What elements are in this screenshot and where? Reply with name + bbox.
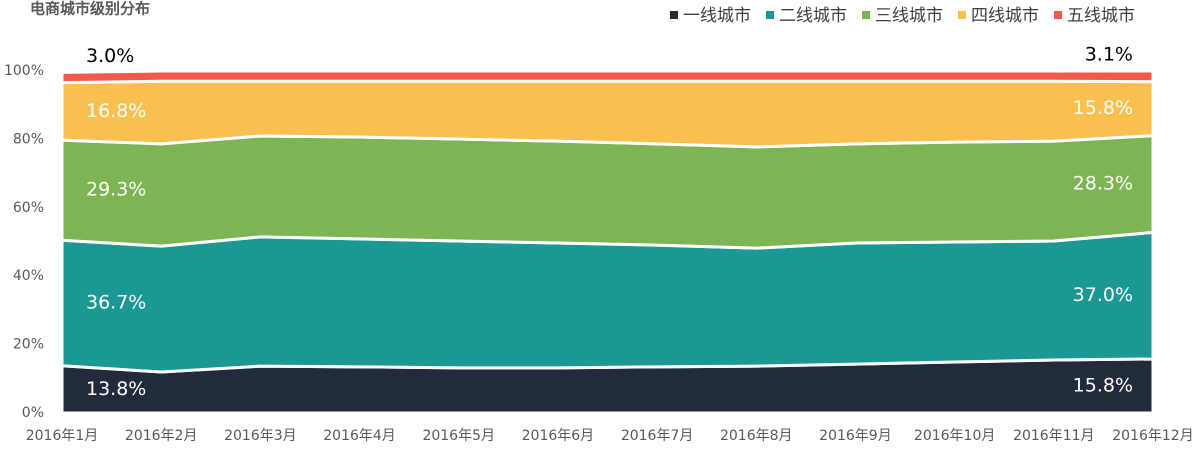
data-label: 15.8% <box>1073 374 1133 396</box>
area <box>60 134 1155 250</box>
x-tick-label: 2016年1月 <box>26 428 99 444</box>
data-label: 16.8% <box>86 100 146 122</box>
legend-label: 一线城市 <box>683 6 751 26</box>
data-label: 37.0% <box>1073 284 1133 306</box>
x-tick-label: 2016年7月 <box>621 428 694 444</box>
legend-label: 四线城市 <box>971 6 1039 26</box>
data-label: 13.8% <box>86 378 146 400</box>
x-tick-label: 2016年12月 <box>1112 428 1193 444</box>
legend-label: 二线城市 <box>779 6 847 26</box>
legend-label: 三线城市 <box>875 6 943 26</box>
data-label: 29.3% <box>86 179 146 201</box>
legend-swatch <box>670 11 678 19</box>
y-tick-label: 0% <box>22 405 44 421</box>
x-tick-label: 2016年10月 <box>914 428 995 444</box>
legend-swatch <box>766 11 774 19</box>
legend-label: 五线城市 <box>1067 6 1135 26</box>
x-tick-label: 2016年2月 <box>125 428 198 444</box>
data-label: 28.3% <box>1073 173 1133 195</box>
y-tick-label: 60% <box>13 200 44 216</box>
y-tick-label: 80% <box>13 131 44 147</box>
legend-swatch <box>958 11 966 19</box>
area <box>60 69 1155 85</box>
chart-title: 电商城市级别分布 <box>30 0 150 18</box>
y-tick-label: 100% <box>4 63 44 79</box>
y-tick-label: 40% <box>13 268 44 284</box>
data-label: 3.1% <box>1085 44 1133 66</box>
area <box>60 79 1155 149</box>
x-tick-label: 2016年8月 <box>720 428 793 444</box>
x-tick-label: 2016年4月 <box>323 428 396 444</box>
data-label: 36.7% <box>86 292 146 314</box>
area <box>60 230 1155 374</box>
data-label: 3.0% <box>86 45 134 67</box>
x-tick-label: 2016年3月 <box>224 428 297 444</box>
legend-swatch <box>862 11 870 19</box>
x-tick-label: 2016年5月 <box>422 428 495 444</box>
legend-swatch <box>1054 11 1062 19</box>
data-label: 15.8% <box>1073 97 1133 119</box>
y-tick-label: 20% <box>13 337 44 353</box>
x-tick-label: 2016年9月 <box>819 428 892 444</box>
x-tick-label: 2016年6月 <box>522 428 595 444</box>
x-tick-label: 2016年11月 <box>1013 428 1094 444</box>
